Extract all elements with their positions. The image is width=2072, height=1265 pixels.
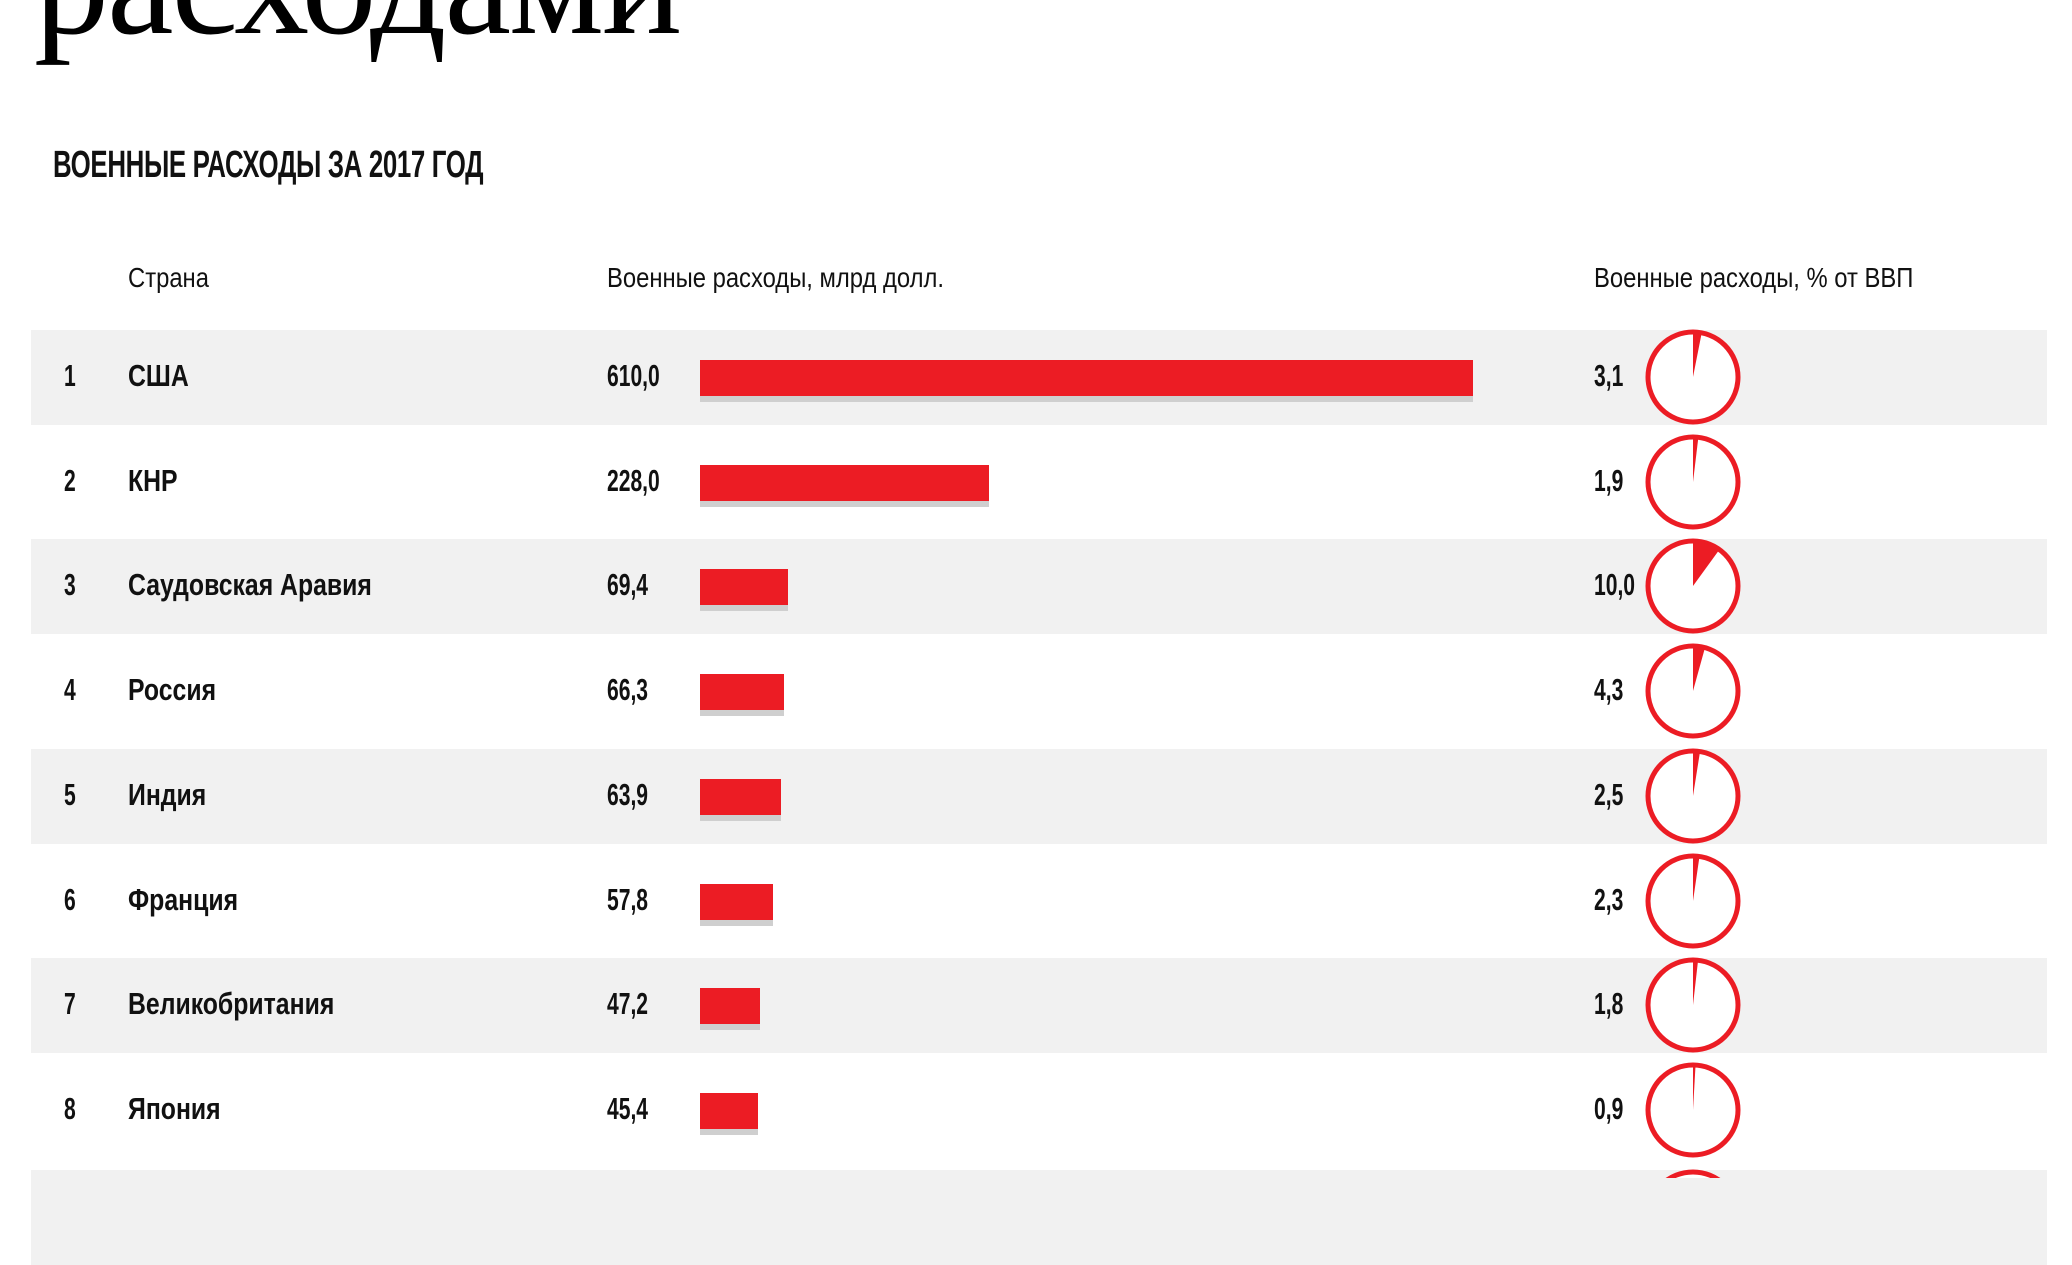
country-label: Великобритания [128, 986, 335, 1022]
pie-wedge [1693, 961, 1698, 1006]
gdp-pie [1645, 853, 1741, 948]
spending-bar [700, 778, 781, 815]
spending-value-label: 57,8 [607, 881, 649, 917]
rank-label: 2 [64, 462, 76, 498]
spending-value-label: 45,4 [607, 1090, 649, 1126]
table-row: 4 Россия 66,3 4,3 [31, 643, 2047, 739]
gdp-pie [1645, 748, 1741, 844]
gdp-pie [1645, 538, 1741, 634]
table-row: 1 США 610,0 3,1 [31, 329, 2047, 425]
spending-bar [700, 988, 760, 1025]
gdp-value-label: 1,9 [1594, 462, 1624, 498]
country-label: Индия [128, 776, 207, 812]
header-spending: Военные расходы, млрд долл. [607, 262, 944, 293]
header-gdp: Военные расходы, % от ВВП [1594, 262, 1914, 293]
table-row-partial [31, 1170, 2047, 1265]
gdp-value-label: 2,3 [1594, 881, 1624, 917]
pie-partial [1665, 1169, 1721, 1178]
gdp-pie [1645, 643, 1741, 739]
spending-value-label: 228,0 [607, 462, 660, 498]
pie-wedge [1693, 437, 1699, 482]
table-row: 7 Великобритания 47,2 1,8 [31, 957, 2047, 1054]
rank-label: 7 [64, 986, 76, 1022]
gdp-pie [1645, 957, 1741, 1053]
table-row: 8 Япония 45,4 0,9 [31, 1062, 2047, 1158]
pie-wedge [1693, 856, 1700, 901]
rank-label: 1 [64, 358, 76, 393]
spending-bar [700, 883, 774, 920]
country-label: США [128, 358, 189, 393]
country-label: КНР [128, 462, 178, 498]
gdp-value-label: 0,9 [1594, 1090, 1624, 1126]
gdp-pie [1645, 434, 1741, 530]
header-country: Страна [128, 262, 209, 293]
table-row: 6 Франция 57,8 2,3 [31, 853, 2047, 949]
spending-value-label: 63,9 [607, 776, 649, 812]
pie-wedge [1693, 542, 1719, 587]
table-row: 3 Саудовская Аравия 69,4 10,0 [31, 538, 2047, 635]
gdp-value-label: 4,3 [1594, 672, 1624, 708]
spending-bar [700, 464, 989, 501]
gdp-value-label: 1,8 [1594, 986, 1624, 1022]
rank-label: 6 [64, 881, 76, 917]
spending-bar [700, 569, 788, 606]
pie-wedge [1693, 751, 1700, 796]
rank-label: 5 [64, 776, 76, 812]
gdp-value-label: 3,1 [1594, 358, 1624, 393]
spending-value-label: 610,0 [607, 358, 660, 393]
rank-label: 3 [64, 567, 76, 603]
pie-wedge [1693, 1065, 1696, 1110]
country-label: Россия [128, 672, 217, 708]
spending-bar [700, 360, 1473, 396]
table-row: 5 Индия 63,9 2,5 [31, 748, 2047, 844]
gdp-value-label: 2,5 [1594, 776, 1624, 812]
spending-bar [700, 1092, 758, 1129]
spending-value-label: 47,2 [607, 986, 649, 1022]
rank-label: 8 [64, 1090, 76, 1126]
country-label: Франция [128, 881, 239, 917]
spending-value-label: 66,3 [607, 672, 649, 708]
gdp-pie [1645, 329, 1741, 425]
spending-bar [700, 674, 785, 711]
spending-value-label: 69,4 [607, 567, 649, 603]
country-label: Саудовская Аравия [128, 567, 372, 603]
pie-wedge [1693, 647, 1705, 692]
chart-subtitle: ВОЕННЫЕ РАСХОДЫ ЗА 2017 ГОД [53, 144, 484, 186]
pie-wedge [1693, 333, 1702, 377]
country-label: Япония [128, 1090, 221, 1126]
gdp-value-label: 10,0 [1594, 567, 1636, 603]
table-row: 2 КНР 228,0 1,9 [31, 434, 2047, 530]
rank-label: 4 [64, 672, 76, 708]
page-title: расходами [34, 0, 682, 58]
gdp-pie [1645, 1062, 1741, 1158]
